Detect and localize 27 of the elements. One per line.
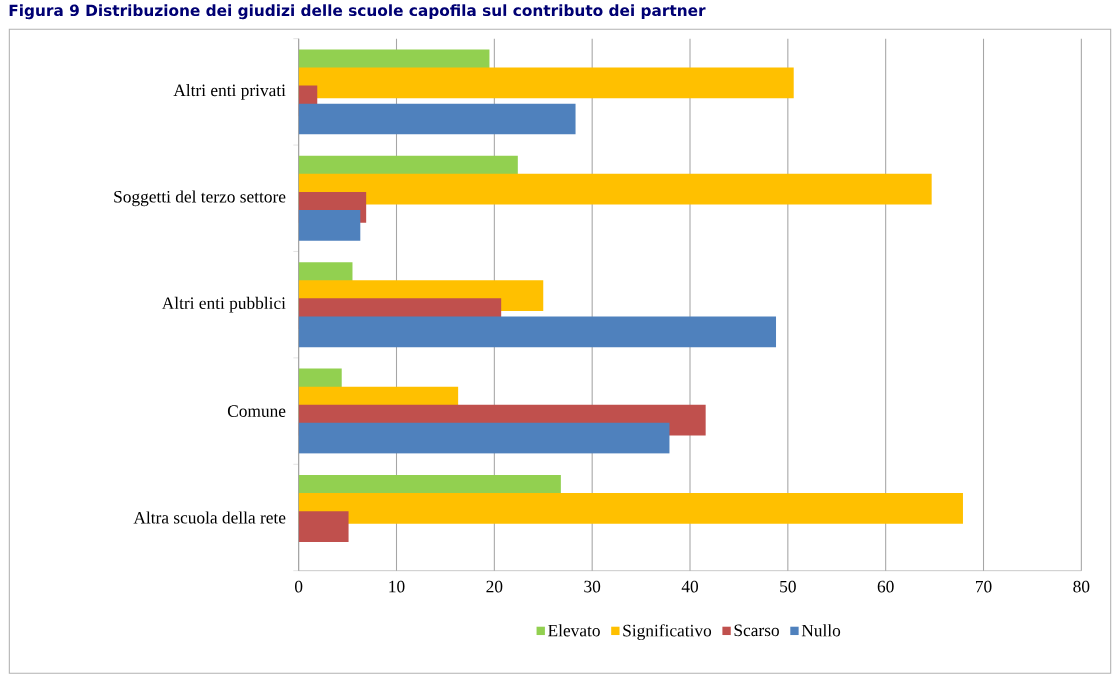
y-tick-label: Altra scuola della rete: [133, 511, 286, 524]
y-tick-label: Altri enti pubblici: [161, 296, 286, 313]
bar: [298, 173, 932, 205]
bar: [298, 103, 576, 135]
legend-label: Elevato: [548, 624, 600, 637]
bar: [298, 493, 963, 524]
x-tick-label: 0: [295, 580, 303, 593]
x-tick-label: 60: [877, 580, 894, 593]
x-tick-label: 70: [976, 580, 992, 593]
bar: [298, 422, 670, 454]
legend-label: Scarso: [734, 624, 779, 637]
x-tick-label: 40: [681, 580, 699, 593]
bar: [298, 316, 777, 348]
bar: [298, 511, 349, 542]
x-tick-label: 30: [584, 580, 601, 593]
x-tick-label: 50: [780, 580, 796, 593]
x-tick-label: 20: [486, 580, 503, 593]
y-tick-label: Soggetti del terzo settore: [114, 190, 286, 207]
bar: [298, 67, 794, 99]
legend-label: Significativo: [623, 624, 712, 641]
bar: [298, 210, 361, 241]
y-tick-label: Comune: [227, 405, 286, 417]
x-tick-label: 80: [1073, 580, 1090, 593]
legend-label: Nullo: [801, 624, 841, 637]
y-tick-label: Altri enti privati: [173, 84, 286, 100]
chart-title: Figura 9 Distribuzione dei giudizi delle scuole capofila sul contributo dei partner: [9, 4, 706, 20]
x-tick-label: 10: [389, 580, 405, 593]
